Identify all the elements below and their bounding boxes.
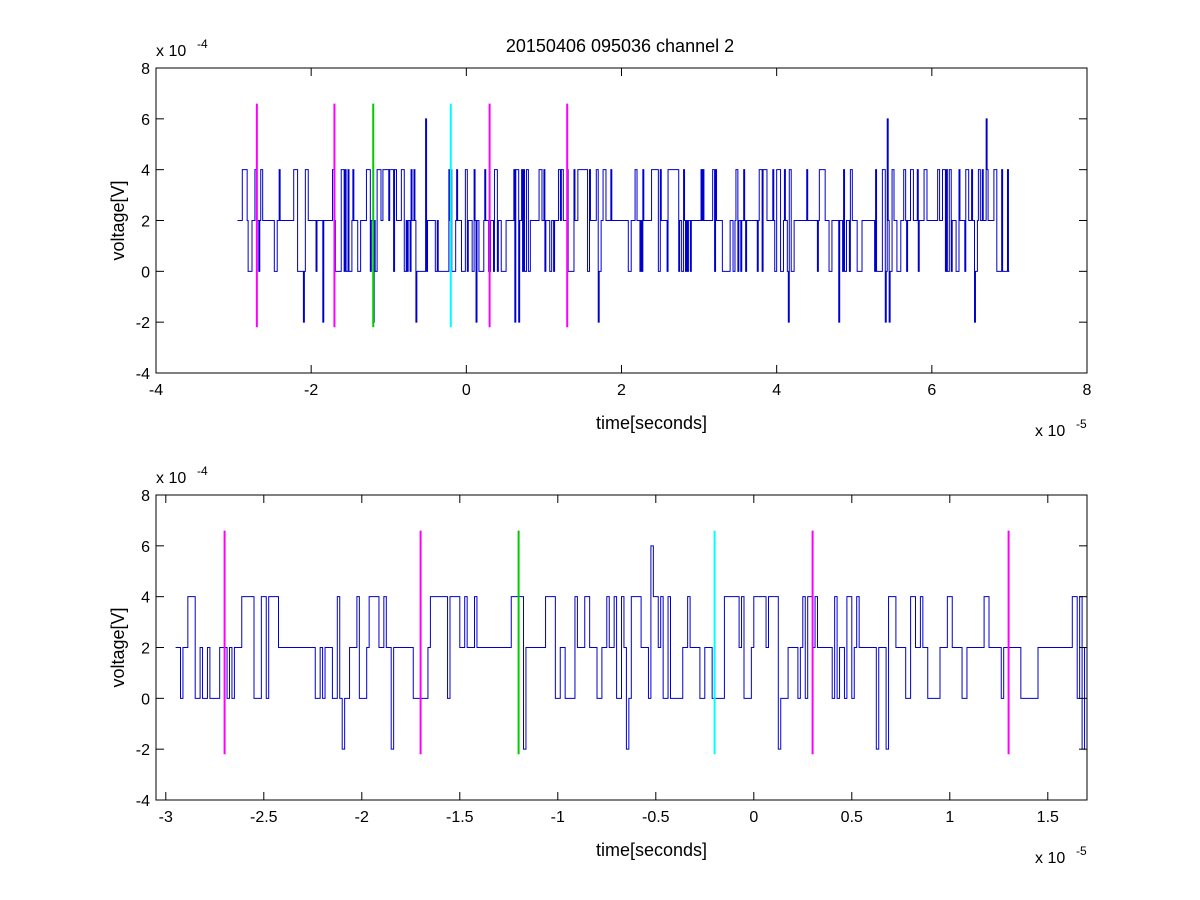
y-tick-label: -4 [136,793,150,810]
x-tick-label: 0 [462,382,471,399]
x-axis-label: time[seconds] [596,413,707,433]
y-axis-label: voltage[V] [108,607,128,687]
y-axis-label: voltage[V] [108,180,128,260]
y-tick-label: 8 [141,61,150,78]
x-tick-label: 0 [749,809,758,826]
y-tick-label: 4 [141,163,150,180]
x-tick-label: 2 [617,382,626,399]
y-tick-label: 0 [141,264,150,281]
x-tick-label: 1 [945,809,954,826]
x-tick-label: -3 [159,809,173,826]
y-tick-label: 0 [141,691,150,708]
x-tick-label: -2 [304,382,318,399]
x-tick-label: -1 [551,809,565,826]
x-tick-label: 0.5 [841,809,863,826]
x-tick-label: 8 [1083,382,1092,399]
x-axis-label: time[seconds] [596,840,707,860]
x-tick-label: -2 [355,809,369,826]
x-tick-label: -4 [149,382,163,399]
y-tick-label: -4 [136,366,150,383]
x-tick-label: -0.5 [642,809,670,826]
x-tick-label: -1.5 [446,809,474,826]
full-trace-axes: -4 -2 0 2 4 6 8 -4 -2 0 2 4 6 8 time[seconds] voltage[V… [108,37,1092,440]
y-tick-label: 6 [141,539,150,556]
x-tick-label: -2.5 [250,809,278,826]
x-tick-label: 4 [772,382,781,399]
y-exponent-power: -4 [197,37,208,51]
y-exponent-power: -4 [197,464,208,478]
x-exponent-label: x 10 [1035,423,1065,440]
x-exponent-power: -5 [1076,417,1087,431]
signal-trace-line [237,118,1010,323]
y-exponent-label: x 10 [156,43,186,60]
x-tick-label: 1.5 [1037,809,1059,826]
signal-trace-line [175,545,1087,750]
y-tick-label: 4 [141,590,150,607]
y-exponent-label: x 10 [156,470,186,487]
x-exponent-label: x 10 [1035,850,1065,867]
y-tick-label: 8 [141,488,150,505]
y-tick-label: 2 [141,214,150,231]
zoomed-trace-axes: -3 -2.5 -2 -1.5 -1 -0.5 0 0.5 1 1.5 -4 -2 0 2 4 6 8 time[… [108,464,1088,867]
y-tick-label: -2 [136,742,150,759]
y-tick-label: 6 [141,112,150,129]
x-tick-label: 6 [927,382,936,399]
x-exponent-power: -5 [1076,844,1087,858]
chart-title: 20150406 095036 channel 2 [506,36,734,56]
y-tick-label: -2 [136,315,150,332]
y-tick-label: 2 [141,641,150,658]
